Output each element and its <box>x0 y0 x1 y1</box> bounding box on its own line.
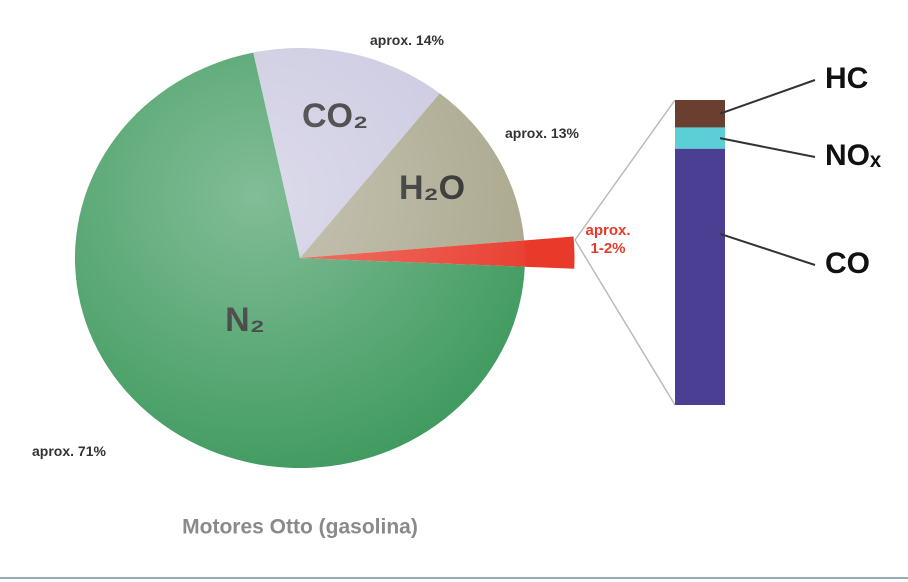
bar-segment <box>675 148 725 406</box>
connector <box>574 99 676 241</box>
bar-segment <box>675 100 725 128</box>
slice-name: CO₂ <box>302 97 368 135</box>
chart-title: Motores Otto (gasolina) <box>182 516 418 539</box>
value-label: aprox. 1-2% <box>585 222 631 257</box>
bar-segment <box>675 127 725 149</box>
value-label: aprox. 71% <box>32 443 106 459</box>
segment-label: CO <box>825 247 870 280</box>
segment-label: HC <box>825 62 868 95</box>
value-label: aprox. 13% <box>505 125 579 141</box>
leader-line <box>719 137 816 158</box>
slice-name: H₂O <box>399 169 465 207</box>
slice-name: N₂ <box>225 301 265 339</box>
value-label: aprox. 14% <box>370 32 444 48</box>
segment-label: NOₓ <box>825 139 882 172</box>
leader-line <box>719 79 816 115</box>
connector <box>574 239 676 406</box>
leader-line <box>719 232 816 266</box>
